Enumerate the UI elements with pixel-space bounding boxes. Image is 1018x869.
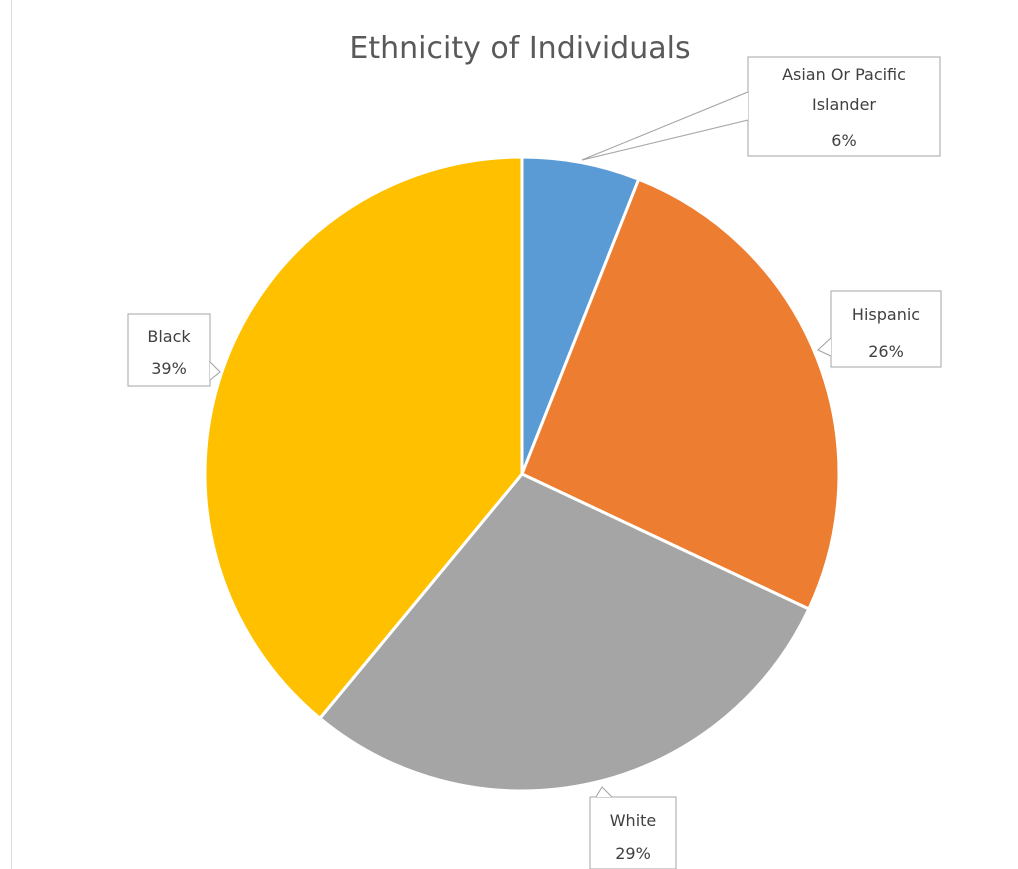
pie-slice-hispanic [520, 177, 841, 611]
callout-pointer-black [210, 362, 220, 380]
data-label-name-hispanic: Hispanic [852, 305, 920, 324]
callout-box-black [127, 313, 211, 387]
callout-box-white [589, 796, 677, 869]
data-label-percent-black: 39% [151, 359, 187, 378]
chart-title: Ethnicity of Individuals [349, 31, 690, 66]
data-label-callouts: Asian Or Pacific Islander 6% Hispanic 26% Whi… [127, 56, 942, 869]
data-label-percent-hispanic: 26% [868, 342, 904, 361]
data-label-name-asian-or-pacific-islander: Islander [812, 95, 876, 114]
callout-pointer-edge-hispanic [817, 337, 832, 357]
pie-slices [203, 155, 841, 793]
data-label-name-white: White [610, 811, 657, 830]
callout-pointer-edge-white [595, 786, 613, 798]
data-label-name-asian-or-pacific-islander: Asian Or Pacific [782, 65, 906, 84]
chart-frame-edge [11, 0, 12, 869]
callout-pointer-edge-black [209, 361, 221, 381]
pie-slice-white [317, 472, 811, 793]
callout-box-asian-or-pacific-islander [747, 56, 941, 157]
data-label-name-black: Black [147, 327, 191, 346]
callout-pointer-edge-asian-or-pacific-islander [581, 91, 749, 161]
data-label-percent-asian-or-pacific-islander: 6% [831, 131, 856, 150]
data-label-percent-white: 29% [615, 844, 651, 863]
pie-slice-asian-or-pacific-islander [520, 155, 641, 475]
callout-pointer-white [596, 787, 612, 797]
pie-slice-black [203, 155, 524, 721]
callout-box-hispanic [830, 290, 942, 368]
